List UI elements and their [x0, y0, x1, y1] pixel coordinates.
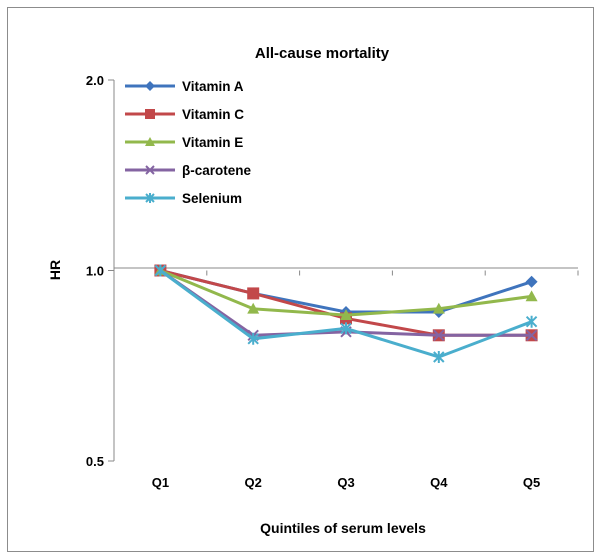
diamond-marker — [145, 81, 155, 91]
x-marker — [145, 165, 155, 175]
series-line — [160, 269, 533, 314]
chart-title: All-cause mortality — [255, 45, 390, 62]
star-marker — [525, 315, 538, 328]
square-marker — [145, 109, 155, 119]
y-tick-label: 2.0 — [86, 73, 104, 88]
x-axis-label: Quintiles of serum levels — [260, 520, 426, 536]
triangle-marker — [432, 302, 445, 314]
y-tick-label: 0.5 — [86, 454, 104, 469]
x-tick-label: Q1 — [152, 475, 169, 490]
x-tick-label: Q3 — [337, 475, 354, 490]
x-tick-label: Q2 — [245, 475, 262, 490]
star-marker — [154, 264, 167, 277]
y-tick-label: 1.0 — [86, 264, 104, 279]
legend-label: Vitamin E — [182, 135, 243, 150]
x-marker — [433, 329, 445, 341]
legend-label: β-carotene — [182, 163, 252, 178]
x-marker — [525, 329, 538, 341]
legend-label: Vitamin A — [182, 79, 244, 94]
legend-label: Vitamin C — [182, 107, 244, 122]
triangle-marker — [247, 302, 260, 314]
triangle-marker — [525, 290, 538, 302]
legend-label: Selenium — [182, 191, 242, 206]
x-tick-label: Q5 — [523, 475, 540, 490]
square-marker — [247, 287, 260, 300]
chart-frame — [7, 7, 594, 552]
x-tick-label: Q4 — [430, 475, 448, 490]
triangle-marker — [145, 137, 155, 146]
star-marker — [340, 322, 352, 335]
star-marker — [145, 193, 155, 203]
star-marker — [433, 350, 445, 363]
star-marker — [247, 332, 259, 345]
y-axis-label: HR — [47, 260, 63, 280]
triangle-marker — [340, 309, 352, 320]
diamond-marker — [525, 275, 538, 288]
